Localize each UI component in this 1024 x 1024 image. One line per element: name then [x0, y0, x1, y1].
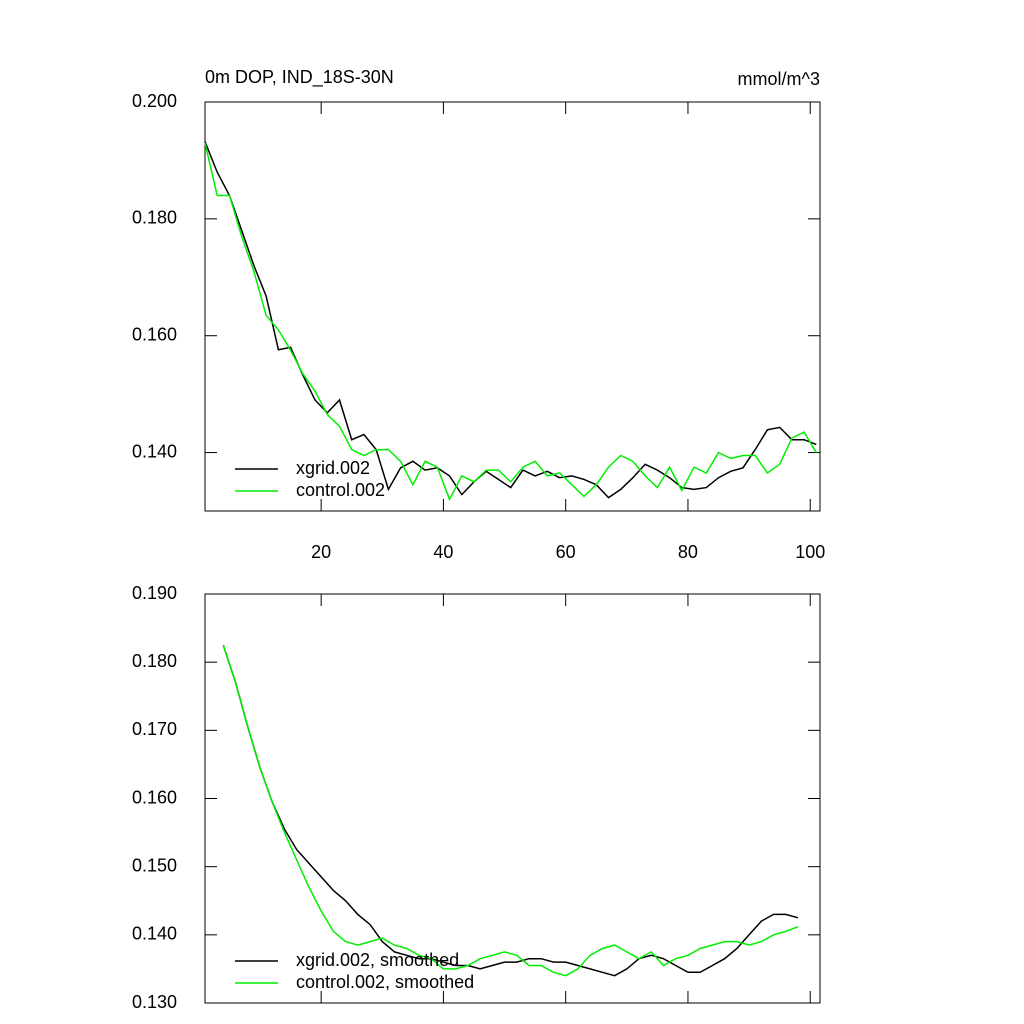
y-tick-label: 0.190: [132, 583, 177, 603]
y-tick-label: 0.140: [132, 924, 177, 944]
y-tick-label: 0.180: [132, 651, 177, 671]
series-line: [204, 142, 817, 502]
y-tick-label: 0.150: [132, 855, 177, 875]
legend-label: xgrid.002: [296, 458, 370, 478]
legend-label: control.002, smoothed: [296, 972, 474, 992]
y-tick-label: 0.180: [132, 208, 177, 228]
units-label: mmol/m^3: [738, 69, 820, 89]
y-tick-label: 0.160: [132, 787, 177, 807]
x-tick-label: 40: [433, 542, 453, 562]
series-line: [222, 644, 799, 977]
y-tick-label: 0.200: [132, 91, 177, 111]
y-tick-label: 0.130: [132, 992, 177, 1012]
series-line: [222, 644, 799, 977]
x-tick-label: 80: [678, 542, 698, 562]
plot-frame: [204, 101, 821, 512]
y-tick-label: 0.160: [132, 324, 177, 344]
series-line: [204, 141, 817, 499]
y-tick-label: 0.170: [132, 719, 177, 739]
x-tick-label: 60: [556, 542, 576, 562]
x-tick-label: 100: [795, 542, 825, 562]
chart-title: 0m DOP, IND_18S-30N: [205, 67, 394, 88]
legend-label: xgrid.002, smoothed: [296, 950, 459, 970]
legend-label: control.002: [296, 480, 385, 500]
x-tick-label: 20: [311, 542, 331, 562]
y-tick-label: 0.140: [132, 441, 177, 461]
